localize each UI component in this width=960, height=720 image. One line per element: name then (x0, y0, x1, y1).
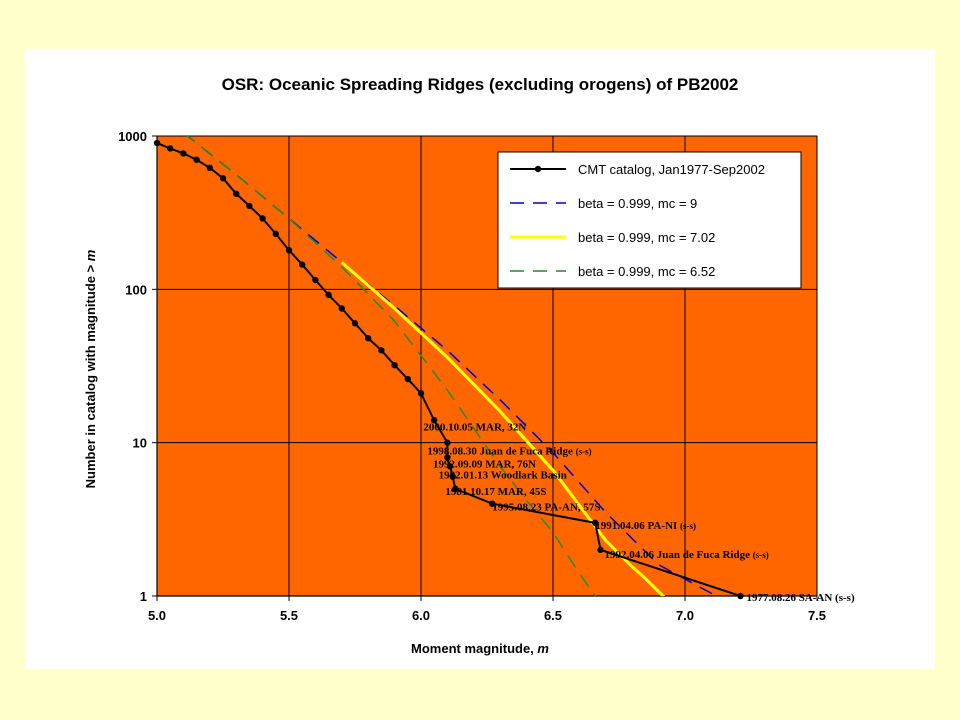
y-tick-label: 10 (133, 436, 147, 451)
x-tick-label: 7.0 (676, 608, 694, 623)
data-point (378, 347, 385, 354)
data-point (404, 375, 411, 383)
annotation-label-text: 1995.08.23 PA-AN, 57S (492, 502, 600, 514)
y-tick-label: 1 (140, 589, 147, 604)
annotation-label-text: 1992.04.06 Juan de Fuca Ridge (605, 549, 753, 561)
data-point (449, 473, 456, 480)
annotation-label: 1995.08.23 PA-AN, 57S (492, 502, 600, 514)
legend-label-0: CMT catalog, Jan1977-Sep2002 (578, 162, 765, 177)
x-tick-label: 6.5 (544, 608, 562, 623)
legend-box (497, 151, 802, 289)
data-point (325, 291, 332, 299)
data-point (193, 156, 200, 163)
annotation-label-text: 1982.01.13 Woodlark Basin (439, 470, 567, 482)
annotation-label-text: 1992.09.09 MAR, 76N (433, 458, 536, 470)
data-point (592, 519, 599, 527)
series-line-3 (186, 136, 597, 596)
data-point (233, 190, 240, 197)
data-point (365, 335, 372, 342)
chart: OSR: Oceanic Spreading Ridges (excluding… (83, 75, 855, 656)
data-point (417, 390, 425, 397)
data-point (206, 164, 213, 172)
data-point (167, 145, 174, 152)
y-axis-label: Number in catalog with magnitude > m (83, 249, 98, 488)
annotation-label: 2000.10.05 MAR, 32N (423, 422, 526, 434)
data-point (180, 150, 187, 157)
annotation-label-suffix: (s-s) (576, 447, 592, 457)
data-point (391, 362, 398, 369)
data-point (444, 454, 451, 461)
data-point (246, 202, 253, 210)
x-tick-label: 5.5 (280, 608, 298, 623)
legend-label-3: beta = 0.999, mc = 6.52 (578, 264, 715, 279)
annotation-label-suffix: (s-s) (680, 521, 696, 531)
data-point (431, 417, 438, 424)
annotation-label: 1991.04.06 PA-NI (s-s) (595, 520, 696, 532)
data-point (312, 276, 319, 284)
data-point (259, 215, 266, 222)
legend-marker (534, 165, 542, 173)
annotation-label-suffix: (s-s) (753, 550, 769, 560)
x-axis-label-var: m (537, 641, 549, 656)
data-point (351, 320, 359, 327)
annotation-label-text: 2000.10.05 MAR, 32N (423, 422, 526, 434)
x-tick-label: 5.0 (148, 608, 166, 623)
data-point (446, 463, 454, 470)
annotation-label-text: 1981.10.17 MAR, 45S (445, 486, 546, 498)
annotation-label-text: 1991.04.06 PA-NI (595, 520, 680, 532)
y-axis-label-var: m (83, 249, 98, 261)
data-point (338, 305, 345, 312)
data-point (153, 139, 161, 147)
data-point (219, 175, 227, 182)
data-point (285, 246, 293, 254)
x-tick-label: 6.0 (412, 608, 430, 623)
data-point (737, 592, 744, 600)
annotation-label: 1998.08.30 Juan de Fuca Ridge (s-s) (427, 446, 591, 458)
slide-background: OSR: Oceanic Spreading Ridges (excluding… (25, 49, 935, 669)
data-point (489, 500, 496, 507)
y-axis-label-text: Number in catalog with magnitude > (83, 261, 98, 488)
data-point (452, 485, 459, 493)
legend-label-2: beta = 0.999, mc = 7.02 (578, 230, 715, 245)
data-point (299, 261, 306, 268)
annotation-label-text: 1998.08.30 Juan de Fuca Ridge (427, 446, 575, 458)
x-axis-label-text: Moment magnitude, (411, 641, 537, 656)
series-line-2 (340, 261, 666, 596)
x-tick-label: 7.5 (808, 608, 826, 623)
annotation-label: 1982.01.13 Woodlark Basin (439, 470, 567, 482)
legend: CMT catalog, Jan1977-Sep2002 beta = 0.999… (497, 151, 802, 289)
annotation-label-text: 1977.08.26 SA-AN (s-s) (746, 592, 855, 604)
y-tick-label: 100 (125, 282, 147, 297)
annotation-label: 1992.09.09 MAR, 76N (433, 458, 536, 470)
data-point (444, 439, 451, 446)
data-point (272, 230, 279, 238)
y-tick-label: 1000 (118, 129, 147, 144)
chart-title: OSR: Oceanic Spreading Ridges (excluding… (222, 75, 739, 94)
x-axis-label: Moment magnitude, m (411, 641, 549, 656)
legend-label-1: beta = 0.999, mc = 9 (578, 196, 697, 211)
annotation-label: 1977.08.26 SA-AN (s-s) (746, 592, 855, 604)
annotation-label: 1981.10.17 MAR, 45S (445, 486, 546, 498)
annotation-label: 1992.04.06 Juan de Fuca Ridge (s-s) (605, 549, 769, 561)
data-point (597, 546, 604, 554)
